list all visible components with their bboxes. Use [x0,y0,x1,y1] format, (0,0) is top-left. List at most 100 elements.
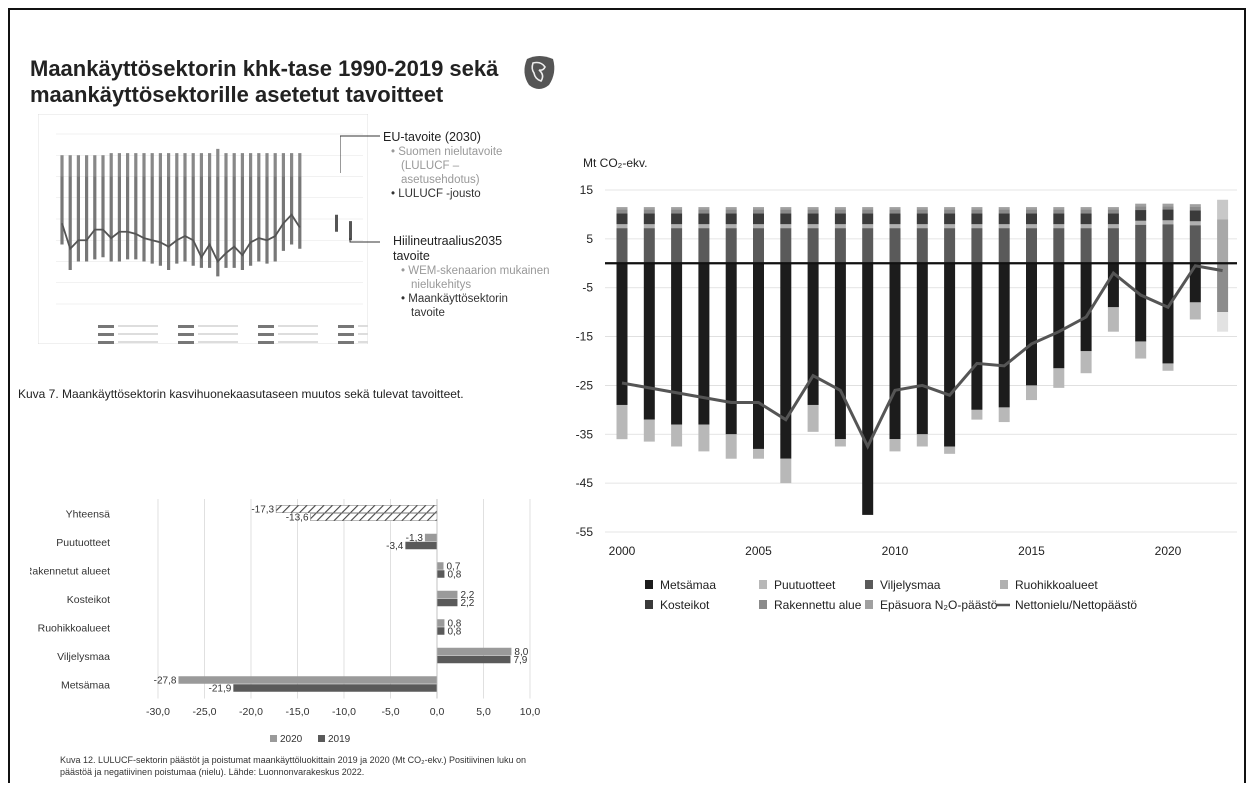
bar-Ruohikkoalueet [753,224,764,229]
bar-Puutuotteet [944,446,956,454]
legend-swatch [258,325,274,328]
bar-Ruohikkoalueet [725,224,737,229]
data-label: 0,8 [447,626,461,637]
bar-Viljelysmaa [944,228,956,264]
bar-Rakennettu alue [862,209,874,214]
bar-Puutuotteet [1107,307,1119,332]
main-stacked-chart: Mt CO₂-ekv. 15 5 -5 -15 -25 -35 -45 -55 2000 2005 2… [576,156,1237,612]
category-label: Metsämaa [61,679,110,691]
bar-Puutuotteet [807,404,819,432]
bar-Metsämaa [1189,263,1201,303]
bar-Kosteikot [834,213,846,225]
y-tick-label: -45 [576,476,594,490]
y-tick-label: -5 [582,281,593,295]
bar-neg [265,176,269,264]
legend-swatch [645,600,653,609]
bar-pos [126,153,130,177]
projection-upper-neg [1217,263,1229,313]
bar-2020 [437,619,445,627]
bar-pos [273,153,277,177]
legend-swatch [318,735,325,742]
neutral-bullet-2: • Maankäyttösektorin tavoite [401,293,508,319]
bar-Kosteikot [753,213,764,225]
legend-swatch [1000,580,1008,589]
legend-text-placeholder [198,333,238,335]
bar-Puutuotteet [725,434,737,459]
bar-pos [109,153,113,177]
bar-Viljelysmaa [834,228,846,264]
legend-label: Puutuotteet [774,578,836,592]
target-2035-bar [349,221,352,241]
bar-Metsämaa [862,263,874,515]
bar-Metsämaa [807,263,819,405]
bar-Rakennettu alue [725,209,737,214]
bar-pos [101,155,105,177]
bar-Kosteikot [1162,209,1174,221]
bar-pos [281,153,285,177]
bar-2019 [437,570,445,578]
legend-text-placeholder [198,341,238,343]
bar-2019 [437,655,511,664]
bar-Epäsuora N₂O-päästö [1189,204,1201,207]
bar-pos [240,153,244,177]
bar-Rakennettu alue [889,209,901,214]
legend-text-placeholder [118,341,158,343]
bar-Ruohikkoalueet [698,224,710,229]
bar-Kosteikot [725,213,737,225]
legend-swatch [338,333,354,336]
bar-pos [150,153,154,177]
bar-Kosteikot [862,213,874,225]
target-arrows [340,135,380,243]
bar-Viljelysmaa [1189,225,1201,264]
bar-Puutuotteet [971,409,983,420]
bar-Metsämaa [971,263,983,410]
bar-pos [175,153,179,177]
bar-Viljelysmaa [971,228,983,264]
page-title: Maankäyttösektorin khk-tase 1990-2019 se… [30,56,510,108]
legend-swatch [759,600,767,609]
bar-Puutuotteet [1053,368,1065,388]
net-line [61,213,301,264]
bar-Viljelysmaa [643,228,655,264]
bar-neg [249,176,253,266]
y-axis-label: Mt CO₂-ekv. [583,156,647,170]
legend-text-placeholder [198,325,238,327]
data-label: 0,8 [447,618,461,629]
bar-Rakennettu alue [1107,209,1119,214]
bar-neg [126,176,130,260]
bar-neg [232,176,236,268]
bar-Epäsuora N₂O-päästö [1053,207,1065,210]
bar-Ruohikkoalueet [944,224,956,229]
legend-swatch [178,333,194,336]
bar-Epäsuora N₂O-päästö [1135,203,1147,207]
bar-Puutuotteet [671,424,683,447]
legend-text-placeholder [358,341,368,343]
legend-swatch [865,580,873,589]
bar-Ruohikkoalueet [1162,220,1174,225]
bar-Viljelysmaa [780,228,792,264]
bar-Ruohikkoalueet [616,224,628,229]
data-label: -21,9 [209,683,232,694]
bar-neg [208,176,212,268]
bar-Epäsuora N₂O-päästö [916,207,928,210]
bar-Ruohikkoalueet [834,224,846,229]
bar-Rakennettu alue [753,209,764,214]
bar-Viljelysmaa [1162,224,1174,264]
x-tick-label: 2020 [1155,544,1182,558]
bar-Metsämaa [1107,263,1119,308]
bar-Puutuotteet [1189,302,1201,320]
net-line [621,264,1223,450]
caption-figure-12: Kuva 12. LULUCF-sektorin päästöt ja pois… [60,754,580,778]
neutral-target-line2: tavoite [393,249,430,263]
caption-figure-7: Kuva 7. Maankäyttösektorin kasvihuonekaa… [18,387,464,401]
bar-Rakennettu alue [834,209,846,214]
bar-Ruohikkoalueet [1107,224,1119,229]
bar-neg [142,176,146,262]
bar-Viljelysmaa [1080,228,1092,264]
bar-pos [142,153,146,177]
bar-Metsämaa [834,263,846,440]
category-label: Viljelysmaa [57,651,110,663]
bar-pos [216,148,220,177]
x-tick-label: 2010 [882,544,909,558]
bar-pos [76,155,80,177]
